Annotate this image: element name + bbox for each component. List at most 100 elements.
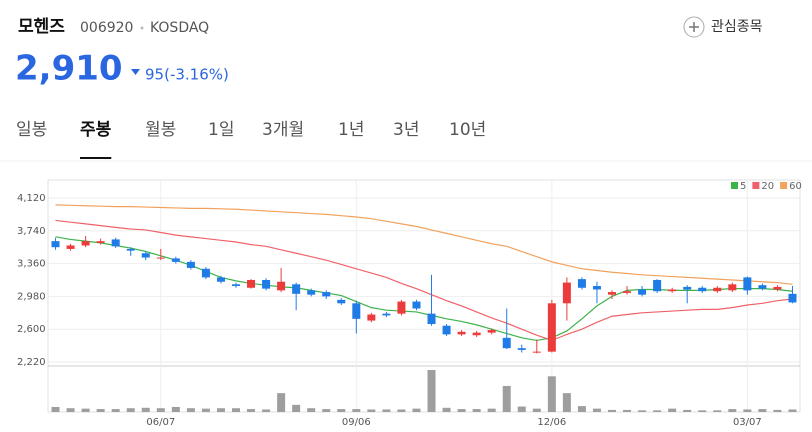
candle-body <box>728 284 737 291</box>
candle-body <box>427 313 436 325</box>
candle-body <box>472 332 481 336</box>
candle-body <box>171 258 180 262</box>
stock-name: 모헨즈 <box>18 17 65 37</box>
volume-bar <box>96 409 105 412</box>
candle-body <box>623 291 632 293</box>
candle-body <box>141 253 150 258</box>
candle-body <box>232 284 240 287</box>
volume-bar <box>638 410 647 412</box>
y-tick-label: 2,220 <box>17 357 46 368</box>
down-arrow <box>131 69 140 75</box>
candle-body <box>66 245 75 249</box>
legend-label: 20 <box>761 181 774 192</box>
stock-code: 006920 <box>80 20 133 36</box>
volume-bar <box>171 406 180 412</box>
candle-body <box>713 287 722 292</box>
price-change: 95(-3.16%) <box>145 66 229 84</box>
candle-body <box>247 280 256 288</box>
volume-bar <box>66 408 75 412</box>
volume-bar <box>262 409 271 412</box>
price: 2,910 <box>15 49 123 89</box>
volume-bar <box>277 393 286 412</box>
candle-body <box>532 351 541 353</box>
candle-body <box>262 280 271 289</box>
volume-bar <box>307 408 316 412</box>
volume-bar <box>653 410 662 412</box>
volume-bar <box>698 410 707 412</box>
moving-average-line <box>55 204 793 285</box>
candle-body <box>653 280 662 292</box>
y-tick-label: 4,120 <box>17 193 46 204</box>
volume-bar <box>758 409 767 412</box>
tab[interactable]: 주봉 <box>80 120 112 140</box>
candle-body <box>592 286 601 290</box>
volume-bar <box>427 370 436 412</box>
candle-body <box>322 292 331 297</box>
watch-label: 관심종목 <box>711 19 763 35</box>
y-tick-label: 3,360 <box>17 259 46 270</box>
tab[interactable]: 10년 <box>449 120 486 140</box>
candle-body <box>81 241 90 246</box>
tab[interactable]: 3년 <box>393 120 419 140</box>
volume-bar <box>502 385 511 412</box>
volume-bar <box>442 407 451 412</box>
volume-bar <box>111 409 120 412</box>
volume-bar <box>668 408 677 412</box>
tab-underline <box>80 157 112 159</box>
y-tick-label: 2,980 <box>17 291 46 302</box>
tab[interactable]: 3개월 <box>262 120 304 140</box>
volume-bar <box>322 409 331 412</box>
volume-bar <box>713 410 722 412</box>
volume-bar <box>367 409 376 412</box>
candle-body <box>638 289 647 295</box>
tab[interactable]: 월봉 <box>145 120 176 140</box>
volume-bar <box>547 376 556 412</box>
volume-bar <box>683 409 692 412</box>
candle-body <box>96 241 105 243</box>
candle-body <box>608 292 616 295</box>
tab[interactable]: 1년 <box>338 120 364 140</box>
x-tick-label: 03/07 <box>733 417 762 428</box>
volume-bar <box>232 408 240 412</box>
candle-body <box>186 261 195 268</box>
tabs: 일봉 주봉 월봉 1일 3개월 1년 3년 10년 <box>16 120 486 159</box>
x-tick-label: 09/06 <box>342 417 371 428</box>
watch-button[interactable]: 관심종목 <box>683 16 763 38</box>
candle-body <box>562 282 571 304</box>
candle-body <box>216 277 225 282</box>
legend-swatch <box>780 182 788 189</box>
volume-bar <box>562 393 571 412</box>
volume-bar <box>352 409 361 412</box>
tab[interactable]: 일봉 <box>16 120 47 140</box>
volume-bar <box>216 408 225 412</box>
candle-body <box>412 301 421 309</box>
y-tick-label: 2,600 <box>17 324 46 335</box>
plus-icon <box>683 16 705 38</box>
volume-bar <box>773 409 782 412</box>
volume-bar <box>292 404 301 412</box>
volume-bar <box>517 406 526 412</box>
legend-label: 5 <box>740 181 746 192</box>
tab[interactable]: 1일 <box>208 120 234 140</box>
moving-average-line <box>55 219 793 342</box>
volume-bar <box>532 408 541 412</box>
candle-body <box>743 277 752 291</box>
x-tick-label: 12/06 <box>537 417 566 428</box>
candle-body <box>111 239 120 247</box>
volume-bar <box>592 408 601 412</box>
candle-body <box>668 289 677 292</box>
moving-average-line <box>55 236 793 342</box>
candle-body <box>442 325 451 335</box>
volume-bar <box>156 408 165 412</box>
volume-bar <box>126 408 135 412</box>
volume-bar <box>623 409 632 412</box>
volume-bar <box>608 409 616 412</box>
candle-body <box>397 301 406 314</box>
legend-swatch <box>731 182 738 189</box>
volume-bar <box>743 409 752 412</box>
volume-bar <box>382 409 391 412</box>
candle-body <box>547 303 556 352</box>
candle-body <box>292 284 301 294</box>
y-tick-label: 3,740 <box>17 226 46 237</box>
